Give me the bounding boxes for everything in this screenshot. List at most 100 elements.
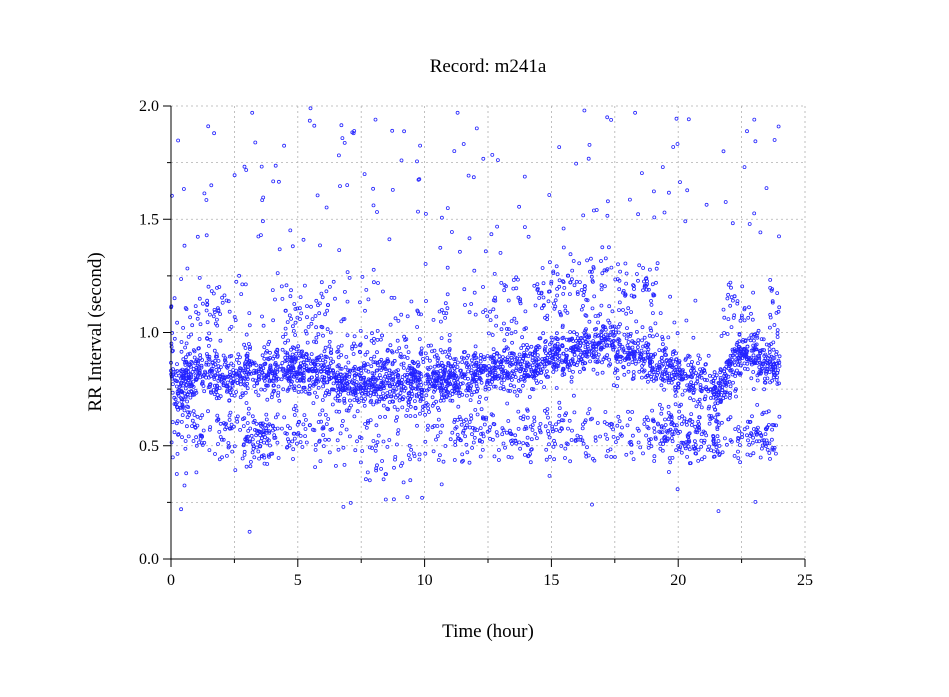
- data-point: [580, 361, 585, 366]
- data-point: [215, 413, 220, 418]
- data-point: [534, 373, 538, 378]
- data-point: [231, 371, 236, 376]
- data-point: [424, 299, 428, 303]
- data-point: [743, 366, 747, 371]
- data-point: [439, 482, 444, 487]
- data-point: [356, 372, 361, 377]
- data-point: [391, 399, 396, 404]
- data-point: [510, 369, 515, 374]
- data-point: [596, 352, 601, 357]
- data-point: [709, 396, 713, 400]
- data-point: [719, 334, 724, 338]
- data-point: [309, 375, 314, 380]
- data-point: [717, 443, 722, 448]
- data-point: [416, 378, 421, 382]
- data-point: [566, 359, 570, 364]
- data-point: [323, 393, 327, 398]
- data-point: [314, 394, 319, 399]
- data-point: [607, 245, 611, 250]
- data-point: [660, 430, 665, 435]
- data-point: [413, 405, 418, 410]
- data-point: [670, 363, 675, 368]
- data-point: [636, 212, 640, 217]
- data-point: [762, 380, 767, 385]
- data-point: [746, 315, 751, 320]
- data-point: [321, 380, 326, 384]
- data-point: [660, 370, 665, 375]
- data-point: [243, 364, 248, 369]
- data-point: [179, 507, 184, 512]
- data-point: [580, 359, 585, 364]
- data-point: [431, 317, 436, 322]
- data-point: [644, 287, 649, 292]
- data-point: [402, 334, 407, 339]
- data-point: [363, 390, 368, 395]
- data-point: [307, 377, 312, 382]
- data-point: [506, 454, 511, 459]
- data-point: [292, 431, 297, 436]
- data-point: [288, 366, 293, 371]
- data-point: [294, 441, 299, 446]
- data-point: [730, 347, 735, 352]
- data-point: [518, 446, 522, 451]
- data-point: [226, 441, 231, 445]
- data-point: [346, 360, 351, 365]
- data-point: [495, 351, 500, 356]
- data-point: [771, 447, 776, 452]
- data-point: [702, 455, 707, 460]
- data-point: [273, 367, 278, 372]
- data-point: [393, 454, 398, 459]
- data-point: [175, 451, 180, 456]
- data-point: [452, 417, 457, 422]
- data-point: [709, 448, 713, 453]
- data-point: [715, 427, 720, 432]
- data-point: [569, 438, 574, 442]
- data-point: [513, 355, 518, 360]
- data-point: [715, 434, 720, 439]
- data-point: [242, 370, 247, 375]
- data-point: [228, 426, 233, 431]
- data-point: [580, 338, 585, 343]
- data-point: [319, 280, 324, 285]
- data-point: [600, 360, 604, 365]
- data-point: [395, 375, 400, 380]
- data-point: [405, 314, 410, 319]
- data-point: [578, 336, 583, 341]
- data-point: [342, 396, 347, 401]
- data-point: [525, 342, 529, 347]
- data-point: [228, 410, 233, 415]
- data-point: [448, 437, 453, 442]
- data-point: [362, 172, 367, 177]
- data-point: [452, 149, 457, 154]
- data-point: [331, 371, 336, 375]
- data-point: [772, 356, 777, 360]
- data-point: [293, 320, 298, 325]
- data-point: [412, 375, 417, 380]
- data-point: [297, 349, 302, 354]
- data-point: [337, 398, 342, 403]
- data-point: [714, 419, 718, 424]
- data-point: [505, 401, 510, 406]
- data-point: [246, 406, 251, 411]
- data-point: [287, 355, 292, 360]
- data-point: [222, 362, 227, 367]
- data-point: [312, 123, 317, 128]
- data-point: [435, 362, 440, 366]
- data-point: [232, 393, 237, 398]
- data-point: [169, 374, 174, 379]
- data-point: [331, 279, 336, 284]
- data-point: [290, 324, 295, 329]
- data-point: [310, 317, 315, 322]
- data-point: [224, 421, 228, 426]
- data-point: [285, 320, 290, 325]
- data-point: [593, 332, 598, 337]
- data-point: [313, 442, 318, 447]
- data-point: [277, 398, 282, 403]
- data-point: [654, 266, 659, 271]
- data-point: [479, 432, 484, 436]
- data-point: [264, 383, 269, 388]
- data-point: [517, 204, 521, 209]
- data-point: [417, 377, 422, 382]
- data-point: [431, 384, 436, 389]
- data-point: [616, 262, 620, 267]
